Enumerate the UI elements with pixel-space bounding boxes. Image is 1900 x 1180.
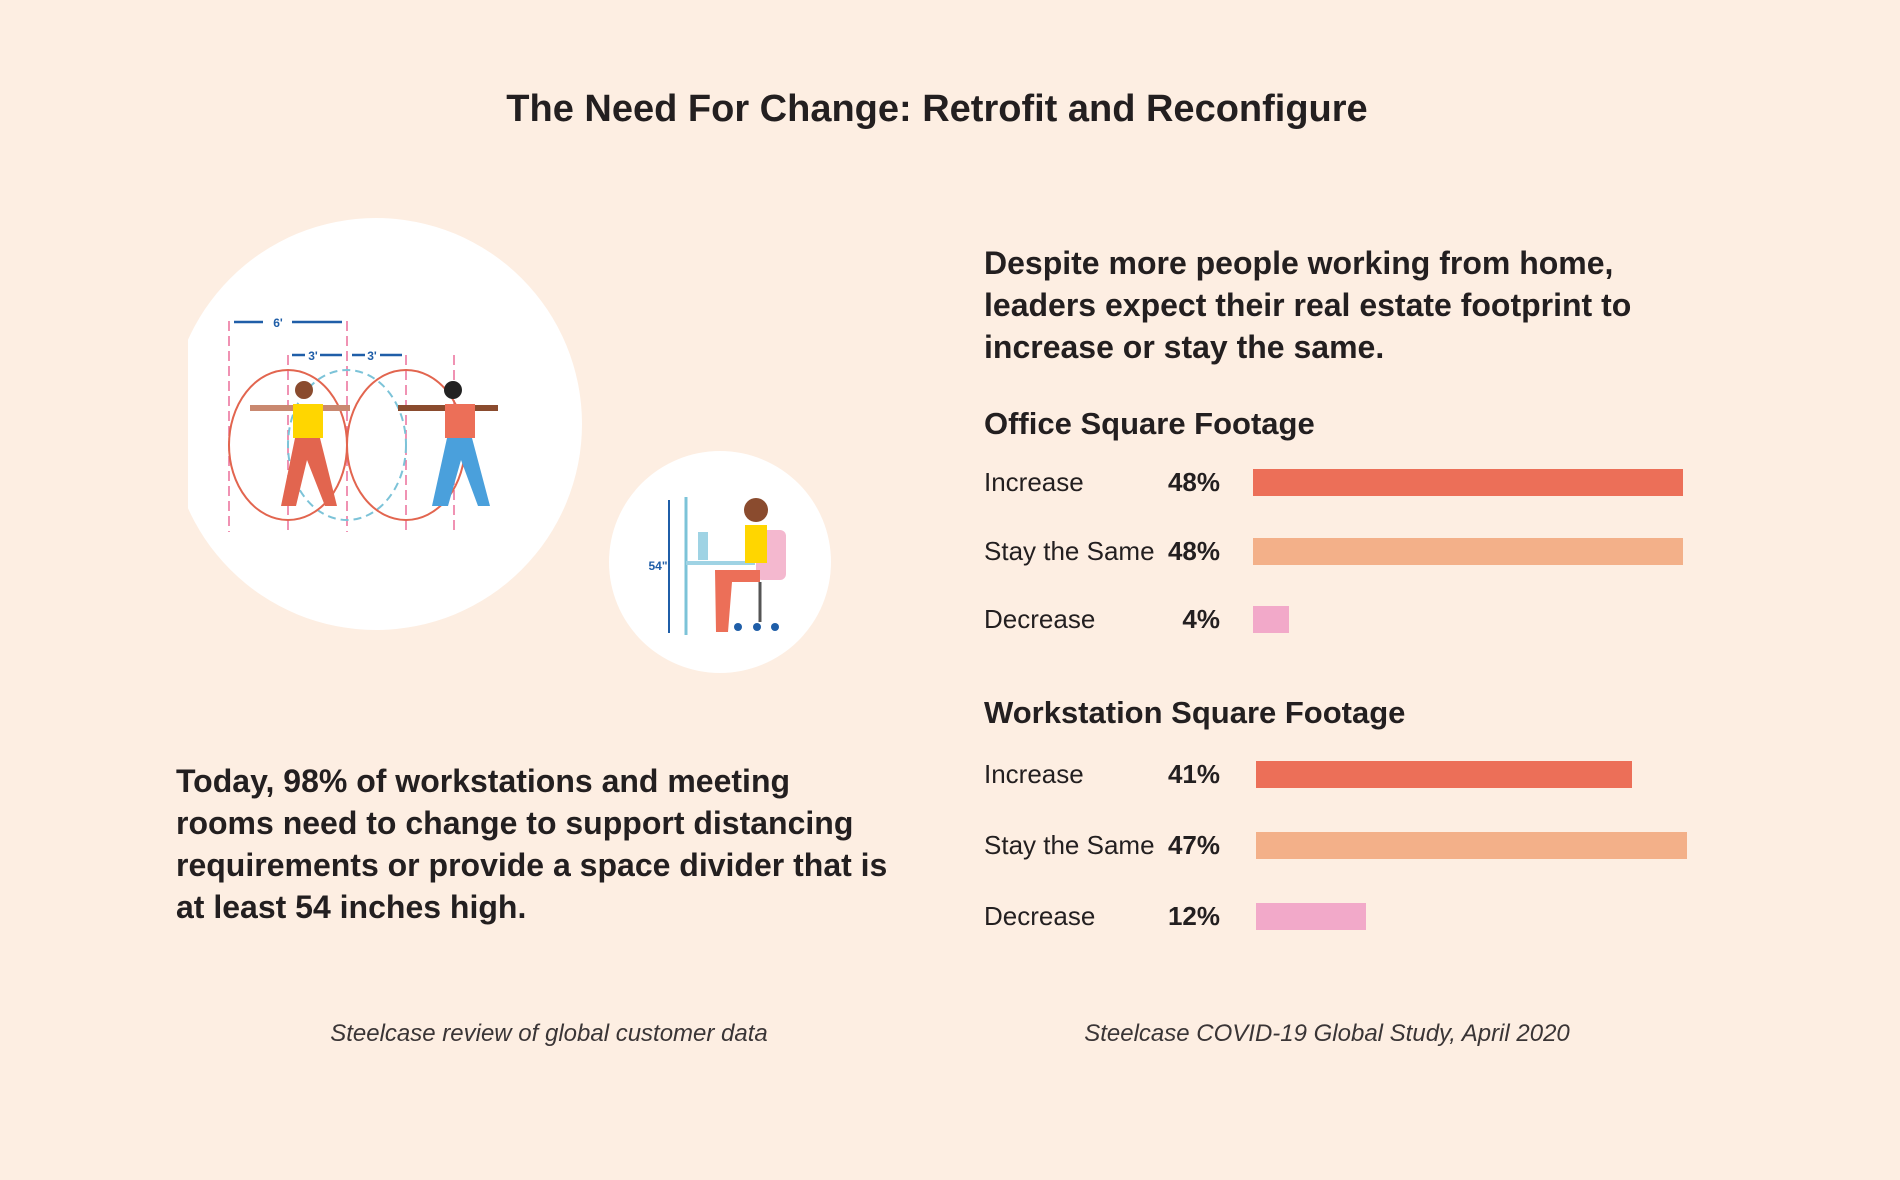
- distancing-illustration: 6' 3' 3' 54": [188, 218, 831, 673]
- bar: [1253, 538, 1684, 565]
- person-left-icon: [250, 381, 350, 506]
- bar-category-label: Stay the Same: [984, 536, 1155, 566]
- bar-row: Increase 41%: [984, 759, 1704, 793]
- workstation-change-statement: Today, 98% of workstations and meeting r…: [176, 763, 888, 925]
- bar: [1256, 832, 1687, 859]
- workstation-chart-title: Workstation Square Footage: [984, 695, 1406, 730]
- bar-value-label: 4%: [1182, 604, 1220, 634]
- bar: [1253, 606, 1289, 633]
- bar-category-label: Increase: [984, 467, 1084, 497]
- illustration-backdrop-large: [188, 218, 582, 630]
- bar-category-label: Stay the Same: [984, 830, 1155, 860]
- bar-value-label: 47%: [1167, 830, 1220, 860]
- bar-category-label: Decrease: [984, 604, 1096, 634]
- bar-category-label: Increase: [984, 759, 1084, 789]
- bar-value-label: 48%: [1167, 467, 1220, 497]
- bar: [1256, 903, 1367, 930]
- bar-row: Stay the Same 48%: [984, 536, 1704, 570]
- bar-category-label: Decrease: [984, 901, 1096, 931]
- bar: [1253, 469, 1684, 496]
- bar-value-label: 12%: [1167, 901, 1220, 931]
- bar-value-label: 48%: [1167, 536, 1220, 566]
- dimension-arrows: [234, 320, 402, 357]
- right-source-caption: Steelcase COVID-19 Global Study, April 2…: [1084, 1020, 1570, 1047]
- page-title: The Need For Change: Retrofit and Reconf…: [506, 88, 1368, 130]
- dimension-6ft-label: 6': [273, 316, 283, 330]
- dimension-3ft-label: 3': [367, 349, 377, 363]
- divider-height-label: 54": [648, 559, 667, 573]
- bar-row: Stay the Same 47%: [984, 830, 1704, 864]
- person-right-icon: [398, 381, 498, 506]
- dimension-3ft-label: 3': [308, 349, 318, 363]
- bar: [1256, 761, 1632, 788]
- real-estate-lede: Despite more people working from home, l…: [984, 245, 1632, 365]
- left-source-caption: Steelcase review of global customer data: [330, 1020, 768, 1047]
- seated-person-divider-icon: [668, 497, 786, 635]
- bar-row: Decrease 12%: [984, 901, 1704, 935]
- office-chart-title: Office Square Footage: [984, 406, 1315, 441]
- bar-row: Increase 48%: [984, 467, 1704, 501]
- bar-row: Decrease 4%: [984, 604, 1704, 638]
- bar-value-label: 41%: [1167, 759, 1220, 789]
